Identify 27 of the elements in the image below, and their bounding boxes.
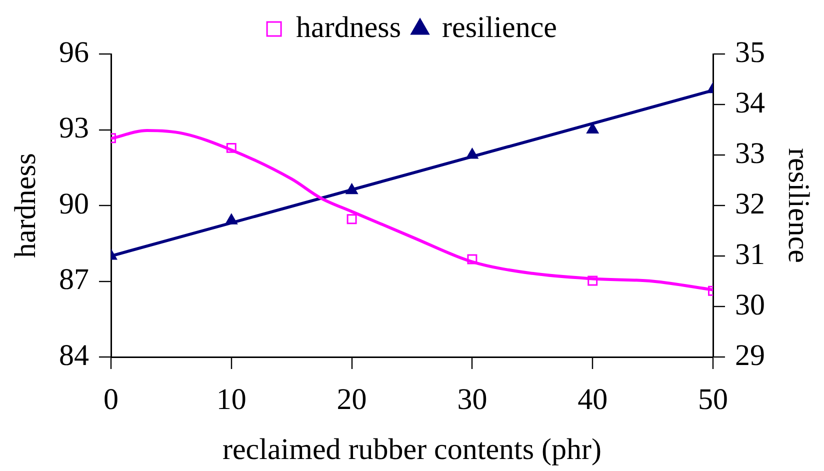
legend-label: hardness: [296, 10, 402, 44]
y2-tick-label: 31: [735, 238, 765, 271]
y2-tick-label: 33: [735, 136, 765, 170]
x-tick-label: 30: [457, 382, 488, 416]
point: [466, 148, 478, 159]
point: [346, 214, 357, 224]
y-tick-label: 84: [59, 338, 89, 372]
y-tick-label: 96: [59, 36, 89, 69]
x-tick-label: 10: [216, 382, 246, 416]
point: [467, 254, 478, 264]
y-tick-label: 93: [59, 112, 89, 145]
x-tick-label: 40: [578, 382, 608, 416]
y2-tick-label: 30: [735, 288, 765, 322]
point: [346, 184, 358, 194]
y2-tick-label: 35: [735, 36, 765, 69]
x-tick-label: 0: [104, 382, 118, 416]
y-tick-label: 90: [59, 187, 89, 220]
legend-label: resilience: [442, 10, 557, 44]
y2-tick-label: 34: [735, 86, 765, 120]
y2-axis-title: resilience: [782, 148, 816, 263]
y2-tick-label: 32: [735, 187, 765, 220]
x-tick-label: 50: [698, 382, 728, 416]
y-axis-title: hardness: [8, 153, 42, 258]
x-tick-label: 20: [336, 382, 367, 416]
y2-tick-label: 29: [735, 338, 765, 372]
x-axis-title: reclaimed rubber contents (phr): [222, 432, 602, 466]
y-tick-label: 87: [59, 263, 89, 296]
